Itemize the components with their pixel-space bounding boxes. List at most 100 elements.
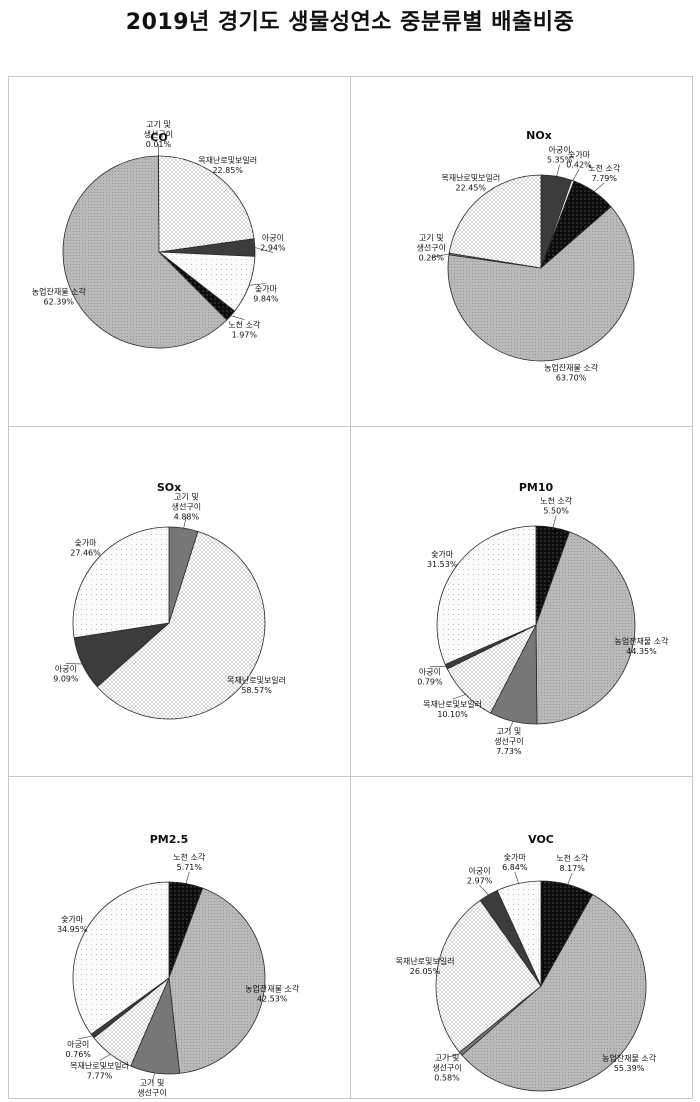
slice-value: 42.53% bbox=[257, 995, 288, 1004]
slice-value: 8.17% bbox=[559, 864, 585, 873]
slice-value: 10.10% bbox=[437, 710, 468, 719]
slice-value: 44.35% bbox=[626, 647, 657, 656]
slice-name: 목재난로및보일러 bbox=[423, 699, 482, 709]
slice-name: 노천 소각 bbox=[228, 320, 261, 330]
slice-name: 목재난로및보일러 bbox=[70, 1061, 129, 1071]
slice-value: 62.39% bbox=[44, 297, 75, 306]
slice-value: 4.88% bbox=[174, 512, 200, 521]
slice-name: 농업잔재물 소각 bbox=[614, 636, 669, 646]
pie-slice-agri-residue-burning bbox=[535, 531, 636, 725]
chart-title: PM10 bbox=[519, 481, 554, 494]
slice-label-open-burning: 노천 소각7.79% bbox=[588, 163, 621, 183]
slice-value: 0.42% bbox=[566, 161, 592, 170]
slice-name: 농업잔재물 소각 bbox=[544, 363, 599, 373]
slice-name: 숯가마 bbox=[255, 285, 278, 294]
slice-name: 아궁이 bbox=[549, 145, 571, 155]
chart-panel-sox: SOx 고기 및 생선구이 4.88% 목재난로및보일러 58.57% 아궁이 9.09% 숯가… bbox=[9, 427, 351, 777]
slice-name: 고기 및 생선구이 bbox=[172, 491, 201, 511]
slice-value: 26.05% bbox=[410, 967, 441, 976]
slice-name: 고기 및 생선구이 bbox=[494, 726, 523, 746]
slice-name: 노천 소각 bbox=[173, 852, 206, 862]
leader-line bbox=[431, 253, 450, 258]
slice-name: 농업잔재물 소각 bbox=[32, 286, 87, 296]
slice-value: 2.97% bbox=[467, 876, 493, 885]
slice-name: 숯가마 bbox=[568, 151, 591, 160]
pie-slice-wood-stove-boiler bbox=[96, 530, 266, 720]
pie-slice-charcoal-kiln bbox=[72, 526, 170, 639]
slice-value: 58.57% bbox=[241, 686, 272, 695]
slice-value: 7.73% bbox=[496, 747, 522, 756]
slice-name: 숯가마 bbox=[431, 550, 454, 559]
chart-panel-co: CO 아궁이 2.94% 숯가마 9.84% 노천 소각 1.97% 농업잔재물 소각 62.3… bbox=[9, 77, 351, 427]
leader-line bbox=[99, 1053, 111, 1061]
slice-name: 목재난로및보일러 bbox=[396, 956, 455, 966]
leader-line bbox=[572, 169, 580, 181]
pie-slice-charcoal-kiln bbox=[72, 881, 170, 1035]
slice-value: 7.79% bbox=[592, 174, 618, 183]
leader-line bbox=[508, 721, 514, 731]
slice-label-open-burning: 노천 소각5.50% bbox=[540, 496, 573, 516]
slice-name: 노천 소각 bbox=[588, 163, 621, 173]
leader-line bbox=[452, 694, 466, 700]
leader-line bbox=[254, 247, 273, 253]
pie-slice-agri-residue-burning bbox=[62, 155, 228, 349]
slice-name: 아궁이 bbox=[262, 233, 284, 243]
slice-value: 7.77% bbox=[87, 1072, 113, 1081]
slice-name: 숯가마 bbox=[74, 539, 97, 548]
slice-value: 9.84% bbox=[253, 295, 279, 304]
slice-name: 노천 소각 bbox=[540, 496, 573, 506]
slice-value: 5.35% bbox=[547, 156, 573, 165]
pie-slice-wood-stove-boiler bbox=[158, 155, 255, 253]
slice-label-open-burning: 노천 소각8.17% bbox=[556, 853, 589, 873]
slice-name: 숯가마 bbox=[61, 915, 84, 924]
slice-value: 22.85% bbox=[212, 166, 243, 175]
slice-value: 1.97% bbox=[232, 331, 258, 340]
slice-label-open-burning: 노천 소각5.71% bbox=[173, 852, 206, 872]
slice-name: 아궁이 bbox=[67, 1039, 89, 1049]
leader-line bbox=[183, 516, 187, 529]
chart-panel-voc: VOC 노천 소각 8.17% 농업잔재물 소각 55.39% 고기 및 생선구이 0.58%… bbox=[351, 777, 693, 1099]
chart-title: PM2.5 bbox=[150, 833, 189, 846]
slice-name: 숯가마 bbox=[504, 853, 527, 862]
slice-value: 2.94% bbox=[260, 244, 286, 253]
chart-panel-nox: NOx 아궁이 5.35% 숯가마 0.42% 노천 소각 7.79% 농업잔재물 소각 63.… bbox=[351, 77, 693, 427]
leader-line bbox=[151, 1072, 155, 1083]
slice-name: 고기 및 생선구이 bbox=[432, 1052, 461, 1072]
pie-slice-wood-stove-boiler bbox=[448, 174, 542, 269]
pie-slice-agri-residue-burning bbox=[447, 206, 635, 362]
chart-panel-pm10: PM10 노천 소각 5.50% 농업잔재물 소각 44.35% 고기 및 생선구이 7.73… bbox=[351, 427, 693, 777]
leader-line bbox=[567, 872, 573, 885]
slice-name: 아궁이 bbox=[419, 666, 441, 676]
leader-line bbox=[78, 1035, 93, 1040]
leader-line bbox=[593, 182, 605, 192]
pie-slice-agri-residue-burning bbox=[168, 887, 266, 1074]
slice-name: 농업잔재물 소각 bbox=[245, 984, 300, 994]
